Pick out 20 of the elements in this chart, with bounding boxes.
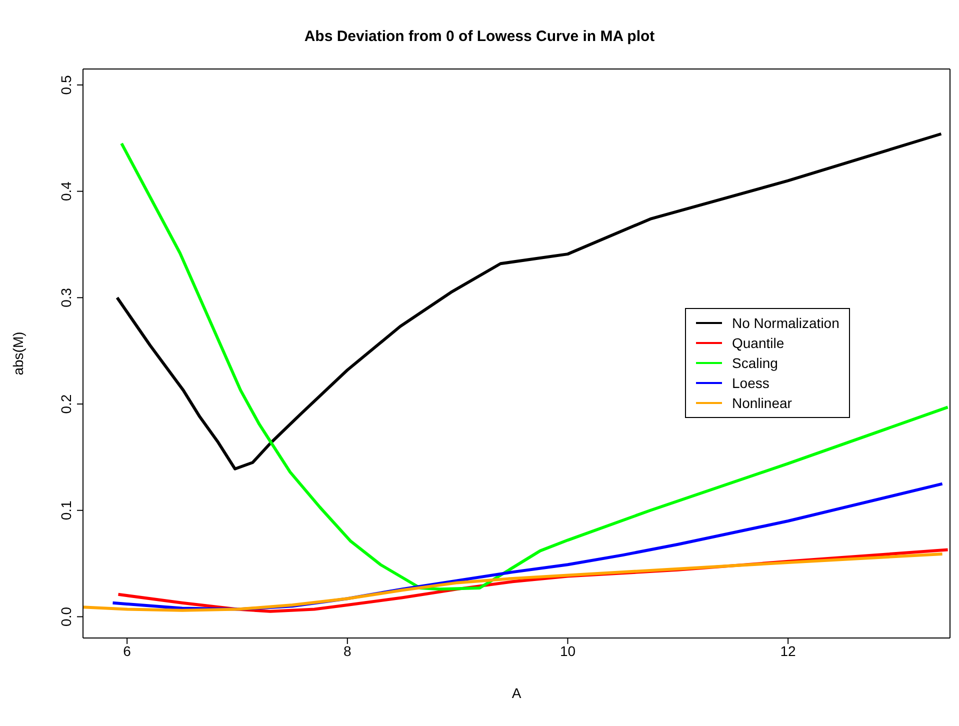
line-series [120,142,950,591]
legend-label: Scaling [732,355,778,371]
legend-label: Quantile [732,335,784,351]
x-tick-label: 12 [780,642,796,659]
y-tick-label: 0.0 [58,606,74,626]
y-tick-label: 0.1 [58,500,74,520]
line-series [116,132,943,470]
x-tick-label: 8 [344,642,352,659]
legend-label: Nonlinear [732,395,792,411]
legend-label: No Normalization [732,315,840,331]
x-axis-title: A [512,685,522,701]
legend-label: Loess [732,375,770,391]
chart-title: Abs Deviation from 0 of Lowess Curve in MA plot [303,27,656,47]
y-tick-label: 0.5 [58,75,74,95]
y-tick-label: 0.4 [58,181,74,202]
y-tick-label: 0.2 [58,394,74,414]
x-tick-label: 6 [123,642,132,659]
y-tick-label: 0.3 [58,288,74,308]
x-tick-label: 10 [560,642,576,659]
y-axis-title: abs(M) [10,332,26,376]
